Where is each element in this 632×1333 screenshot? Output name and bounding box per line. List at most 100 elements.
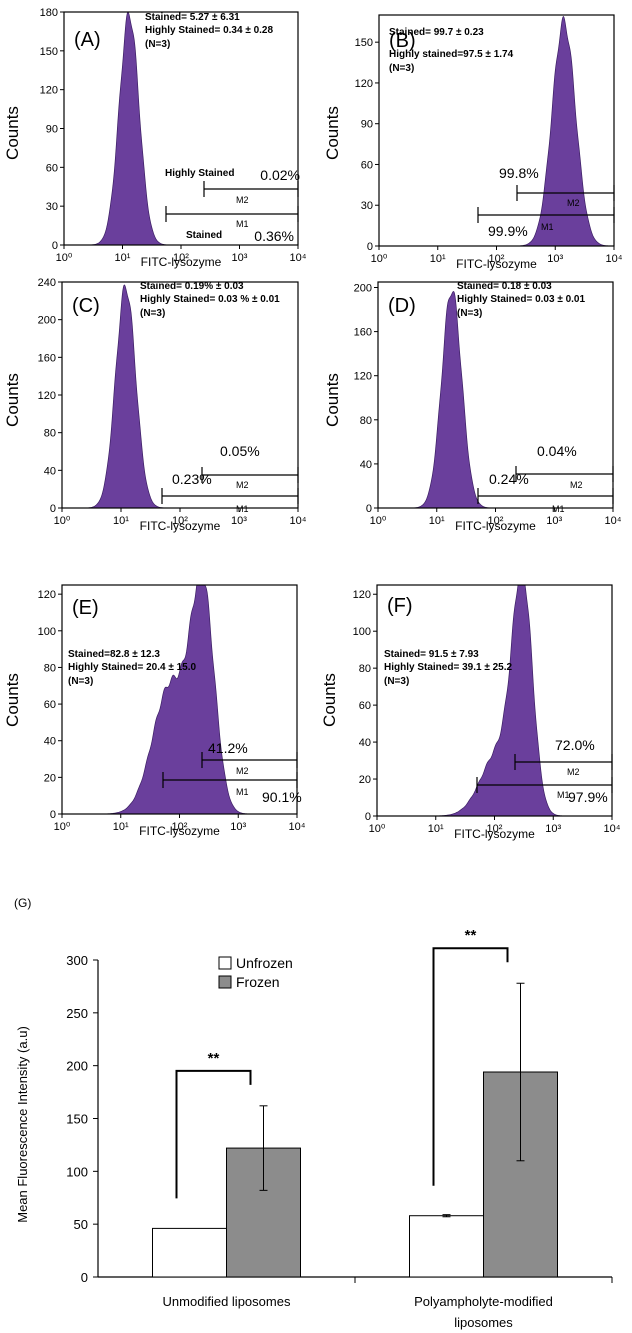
y-tick-label: 160 (38, 352, 56, 364)
histogram-panel: 0 40 80 120 160 200 10⁰ 10¹ 10² 10³ 10⁴ Counts FITC-… (323, 281, 622, 533)
y-tick-label: 240 (38, 277, 56, 289)
y-tick-label: 250 (66, 1006, 88, 1021)
category-label: Unmodified liposomes (163, 1294, 291, 1309)
y-axis-label: Counts (323, 106, 342, 160)
x-tick-label: 10⁴ (290, 252, 307, 264)
histogram-panel: 0 20 40 60 80 100 120 10⁰ 10¹ 10² 10³ 10⁴ Counts FITC… (3, 584, 306, 838)
x-tick-label: 10¹ (428, 823, 444, 835)
y-tick-label: 0 (365, 811, 371, 823)
legend-label: Frozen (236, 974, 280, 990)
significance-bracket (432, 947, 509, 1186)
stats-line: Highly Stained= 0.03 % ± 0.01 (140, 294, 280, 305)
y-tick-label: 0 (50, 503, 56, 515)
gate-marker: M2 (567, 767, 580, 777)
y-tick-label: 120 (355, 78, 373, 90)
y-tick-label: 150 (66, 1112, 88, 1127)
panel-label: (E) (72, 597, 99, 619)
y-tick-label: 80 (360, 415, 372, 427)
y-tick-label: 0 (52, 240, 58, 252)
histogram-panel: 0 40 80 120 160 200 240 10⁰ 10¹ 10² 10³ 10⁴ Counts FI… (3, 277, 307, 533)
y-tick-label: 200 (66, 1059, 88, 1074)
y-tick-label: 180 (40, 7, 58, 19)
histogram-panel: 0 30 60 90 120 150 180 10⁰ 10¹ 10² 10³ 10⁴ Counts FIT… (3, 7, 307, 269)
stats-line: (N=3) (384, 676, 409, 687)
stats-line: Stained= 0.18 ± 0.03 (457, 281, 552, 292)
panel-label: (F) (387, 595, 413, 617)
y-axis-label: Counts (3, 673, 22, 727)
y-tick-label: 40 (360, 459, 372, 471)
gate-percent: 99.9% (488, 223, 528, 239)
y-axis-label: Counts (320, 673, 339, 727)
histogram-panel: 0 20 40 60 80 100 120 10⁰ 10¹ 10² 10³ 10⁴ Counts FITC… (320, 584, 621, 841)
x-tick-label: 10⁰ (54, 515, 71, 527)
histogram-panel: 0 30 60 90 120 150 10⁰ 10¹ 10² 10³ 10⁴ Counts FITC-l… (323, 14, 623, 271)
gate-percent: 0.04% (537, 443, 577, 459)
gate-marker: M1 (236, 219, 249, 229)
x-axis-label: FITC-lysozyme (454, 827, 535, 841)
x-tick-label: 10⁰ (54, 821, 71, 833)
bar-unfrozen (409, 1215, 484, 1278)
legend-label: Unfrozen (236, 955, 293, 971)
y-tick-label: 120 (38, 390, 56, 402)
y-tick-label: 200 (354, 283, 372, 295)
y-axis-label: Counts (3, 373, 22, 427)
x-tick-label: 10² (489, 253, 505, 265)
y-tick-label: 100 (38, 626, 56, 638)
x-tick-label: 10⁴ (604, 823, 621, 835)
y-tick-label: 150 (40, 46, 58, 58)
x-tick-label: 10⁰ (370, 515, 387, 527)
panel-label: (G) (14, 896, 31, 910)
x-tick-label: 10³ (230, 821, 246, 833)
stats-line: Highly Stained= 0.34 ± 0.28 (145, 25, 273, 36)
panel-label: (B) (389, 30, 416, 52)
stats-line: Highly Stained= 20.4 ± 15.0 (68, 662, 196, 673)
x-tick-label: 10⁴ (290, 515, 307, 527)
y-tick-label: 150 (355, 37, 373, 49)
x-tick-label: 10⁴ (289, 821, 306, 833)
y-tick-label: 120 (40, 85, 58, 97)
panel-label: (D) (388, 295, 416, 317)
y-axis-label: Counts (3, 106, 22, 160)
y-tick-label: 90 (46, 124, 58, 136)
stats-line: (N=3) (140, 308, 165, 319)
gate-percent: 72.0% (555, 737, 595, 753)
gate-marker: M2 (236, 195, 249, 205)
y-tick-label: 80 (44, 428, 56, 440)
gate-marker: M1 (236, 787, 249, 797)
x-axis-label: FITC-lysozyme (139, 824, 220, 838)
histogram-distribution (377, 584, 612, 817)
stats-line: (N=3) (145, 39, 170, 50)
gate-percent: 0.02% (260, 167, 300, 183)
x-tick-label: 10⁰ (369, 823, 386, 835)
stats-line: Highly stained=97.5 ± 1.74 (389, 49, 514, 60)
category-label: Polyampholyte-modified liposomes (414, 1294, 553, 1330)
gate-percent: 90.1% (262, 789, 302, 805)
stats-line: (N=3) (457, 308, 482, 319)
bar-unfrozen (152, 1227, 227, 1278)
x-axis-label: FITC-lysozyme (455, 519, 536, 533)
y-tick-label: 30 (361, 200, 373, 212)
y-tick-label: 20 (44, 772, 56, 784)
x-tick-label: 10³ (546, 515, 562, 527)
y-tick-label: 30 (46, 201, 58, 213)
x-tick-label: 10¹ (113, 515, 129, 527)
x-tick-label: 10³ (232, 252, 248, 264)
y-tick-label: 80 (44, 662, 56, 674)
x-tick-label: 10¹ (113, 821, 129, 833)
stats-line: Stained=82.8 ± 12.3 (68, 649, 160, 660)
gate-percent: 97.9% (568, 789, 608, 805)
x-tick-label: 10³ (231, 515, 247, 527)
y-tick-label: 120 (354, 371, 372, 383)
gate-marker: M1 (236, 504, 249, 514)
y-tick-label: 40 (359, 737, 371, 749)
gate-marker: M2 (570, 480, 583, 490)
x-tick-label: 10⁰ (56, 252, 73, 264)
stats-line: (N=3) (389, 63, 414, 74)
stats-line: Highly Stained= 0.03 ± 0.01 (457, 294, 585, 305)
panel-label: (A) (74, 29, 101, 51)
legend-swatch (218, 956, 232, 970)
gate-marker: M2 (567, 198, 580, 208)
x-axis-label: FITC-lysozyme (141, 255, 222, 269)
y-tick-label: 50 (74, 1217, 88, 1232)
